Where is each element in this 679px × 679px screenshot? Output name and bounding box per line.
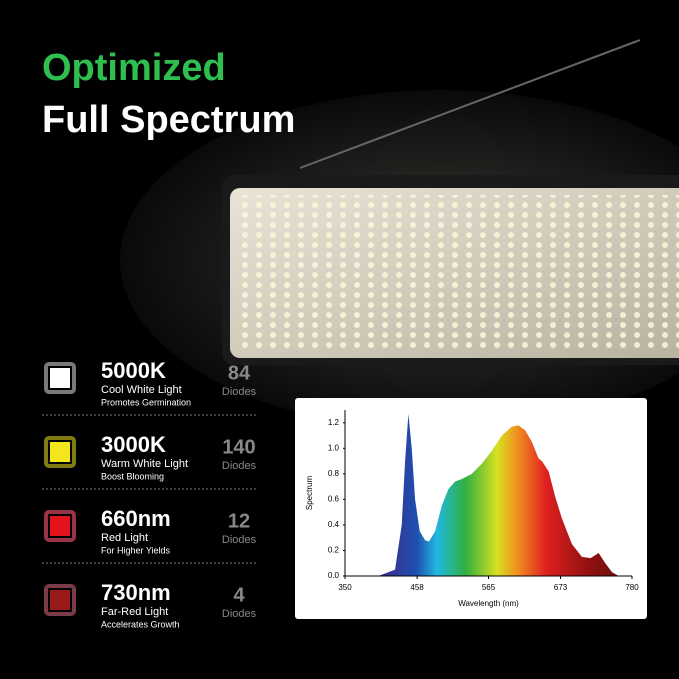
diode-benefit: Promotes Germination: [101, 397, 191, 407]
diode-type: Red Light: [101, 532, 148, 544]
y-tick-label: 1.2: [328, 418, 340, 427]
y-tick-label: 0.6: [328, 494, 340, 503]
led-icon: [50, 442, 70, 462]
diode-count: 12: [228, 510, 250, 532]
diode-count: 84: [228, 362, 251, 384]
led-icon-glow: [44, 436, 76, 468]
y-tick-label: 0.0: [328, 571, 340, 580]
diode-unit: Diodes: [222, 608, 257, 620]
y-axis-label: Spectrum: [305, 476, 314, 511]
x-tick-label: 673: [554, 583, 568, 592]
diode-type: Cool White Light: [101, 384, 182, 396]
led-icon-glow: [44, 584, 76, 616]
led-array: [240, 195, 679, 350]
diode-unit: Diodes: [222, 460, 257, 472]
y-tick-label: 0.8: [328, 469, 340, 478]
x-tick-label: 565: [482, 583, 496, 592]
y-tick-label: 0.2: [328, 546, 340, 555]
diode-benefit: Boost Blooming: [101, 471, 164, 481]
diode-count: 140: [222, 436, 255, 458]
spectrum-area: [345, 413, 632, 576]
diode-unit: Diodes: [222, 386, 257, 398]
spectrum-chart: 0.0 0.2 0.4 0.6 0.8 1.0 1.2 350 458 565 673 780 Wave…: [305, 410, 639, 608]
led-icon-glow: [44, 362, 76, 394]
diode-name: 730nm: [101, 580, 171, 605]
led-icon: [50, 590, 70, 610]
x-tick-label: 458: [410, 583, 424, 592]
x-axis-label: Wavelength (nm): [458, 599, 519, 608]
title-line1: Optimized: [42, 47, 226, 89]
led-icon: [50, 368, 70, 388]
diode-name: 3000K: [101, 432, 166, 457]
diode-unit: Diodes: [222, 534, 257, 546]
diode-type: Warm White Light: [101, 458, 188, 470]
x-tick-label: 780: [625, 583, 639, 592]
led-icon: [50, 516, 70, 536]
diode-type: Far-Red Light: [101, 606, 168, 618]
y-tick-label: 1.0: [328, 443, 340, 452]
title-line2: Full Spectrum: [42, 99, 295, 141]
diode-name: 660nm: [101, 506, 171, 531]
diode-name: 5000K: [101, 358, 166, 383]
hanger-wire: [299, 39, 641, 169]
diode-benefit: Accelerates Growth: [101, 619, 180, 629]
y-tick-label: 0.4: [328, 520, 340, 529]
diode-benefit: For Higher Yields: [101, 545, 171, 555]
x-tick-label: 350: [338, 583, 352, 592]
diode-count: 4: [233, 584, 245, 606]
led-icon-glow: [44, 510, 76, 542]
